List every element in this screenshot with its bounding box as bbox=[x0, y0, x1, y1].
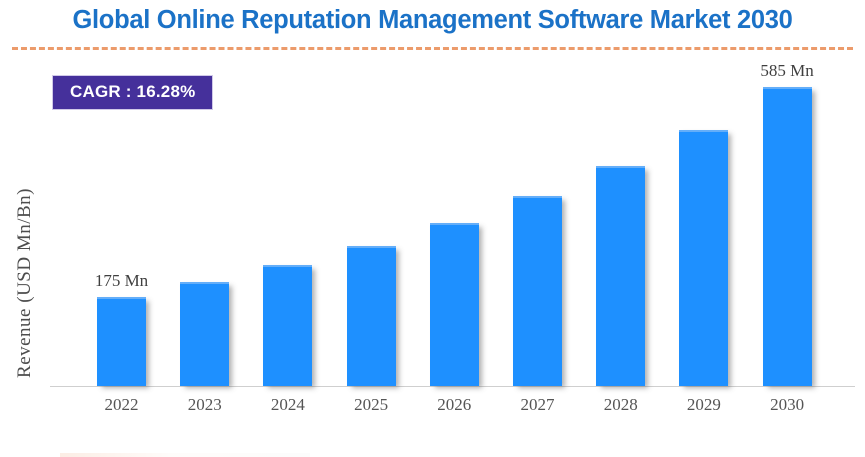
bar-top-highlight bbox=[679, 130, 729, 132]
bar bbox=[429, 223, 479, 386]
bar bbox=[263, 265, 313, 386]
x-tick-label: 2029 bbox=[686, 395, 721, 414]
x-axis-line bbox=[50, 386, 855, 387]
x-tick-label: 2030 bbox=[770, 395, 805, 414]
bar bbox=[180, 282, 230, 386]
bar bbox=[596, 166, 646, 386]
x-tick-label: 2024 bbox=[270, 395, 305, 414]
bar bbox=[97, 297, 146, 386]
bar bbox=[513, 196, 562, 386]
bar-value-label: 175 Mn bbox=[94, 271, 149, 290]
cagr-badge: CAGR : 16.28% bbox=[53, 76, 213, 109]
bar bbox=[346, 246, 396, 386]
title-divider bbox=[12, 47, 853, 50]
bar bbox=[679, 130, 729, 386]
bar-top-highlight bbox=[180, 282, 230, 284]
x-tick-label: 2027 bbox=[520, 395, 555, 414]
bar-top-highlight bbox=[429, 223, 479, 225]
x-tick-label: 2023 bbox=[187, 395, 222, 414]
bar-top-highlight bbox=[263, 265, 313, 267]
bar-top-highlight bbox=[596, 166, 646, 168]
bar-top-highlight bbox=[513, 196, 562, 198]
x-tick-label: 2028 bbox=[603, 395, 638, 414]
x-tick-label: 2022 bbox=[104, 395, 139, 414]
plot-area: 175 Mn 585 Mn bbox=[50, 60, 855, 387]
bar bbox=[762, 87, 812, 386]
bar-top-highlight bbox=[97, 297, 146, 299]
page-title: Global Online Reputation Management Soft… bbox=[72, 6, 793, 34]
footer-artifact bbox=[60, 453, 310, 457]
bar-top-highlight bbox=[346, 246, 396, 248]
bar-value-label: 585 Mn bbox=[760, 61, 814, 80]
x-tick-label: 2025 bbox=[354, 395, 389, 414]
bar-top-highlight bbox=[762, 87, 812, 89]
x-tick-label: 2026 bbox=[437, 395, 472, 414]
y-axis-title: Revenue (USD Mn/Bn) bbox=[14, 188, 35, 378]
